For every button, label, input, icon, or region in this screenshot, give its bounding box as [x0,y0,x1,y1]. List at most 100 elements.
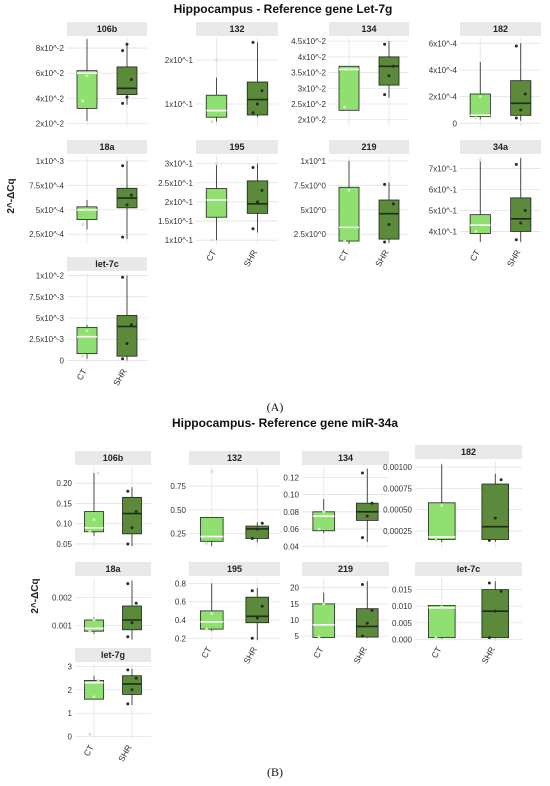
facet-title: 195 [229,142,244,152]
x-tick-label: SHR [111,367,129,388]
y-tick-label: 1.5x10^-1 [158,217,193,226]
data-point [322,510,326,514]
y-tick-label: 0.2 [175,634,187,643]
facet-title: 132 [227,453,242,463]
x-tick-label: CT [199,645,213,660]
facet-strip [329,140,409,154]
facet-b-195: 195 0.2 0.4 0.6 0.8 CT SHR [175,562,280,666]
y-tick-label: 0.05 [56,540,72,549]
data-point [383,93,387,97]
y-tick-label: 0.25 [170,530,186,539]
y-tick-label: 2.5x10^-1 [158,179,193,188]
facet-a-106b: 106b 2x10^-2 4x10^-2 6x10^-2 8x10^-2 [36,22,147,128]
y-tick-label: 2.5x10^-3 [29,335,64,344]
facet-strip [75,562,151,576]
box-body [338,65,360,111]
data-point [440,605,444,609]
data-point [96,678,100,682]
box-shr [122,487,142,546]
data-point [343,105,347,109]
box-shr [378,182,400,244]
box-body [378,56,400,86]
data-point [256,102,259,106]
facet-b-106b: 106b 0.05 0.10 0.15 0.20 [56,451,151,549]
data-point [250,536,254,540]
y-tick-label: 0.20 [56,479,72,488]
data-point [514,238,518,242]
box-shr [245,521,270,543]
facet-a-219: 219 2.5x10^0 5x10^0 7.5x10^0 1x10^1 CT SHR [294,140,409,269]
y-tick-label: 7x10^-1 [429,165,458,174]
data-point [365,514,369,518]
data-point [499,478,503,482]
data-point [360,471,364,475]
data-point [317,527,321,531]
data-point [121,275,125,279]
y-tick-label: 5x10^-4 [36,206,65,215]
y-tick-label: 15 [290,600,299,609]
y-tick-label: 1x10^-1 [165,236,194,245]
facet-strip [75,648,151,662]
y-tick-label: 10 [290,616,299,625]
y-tick-label: 3 [68,662,73,671]
facet-a-132: 132 1x10^-1 2x10^-1 [165,22,278,126]
box-body [469,93,491,118]
x-tick-label: CT [468,248,482,263]
data-point [383,240,387,244]
y-tick-label: 0.00075 [383,484,412,493]
data-point [260,604,264,608]
box-shr [116,275,138,361]
facet-title: let-7g [101,650,125,660]
box-ct [312,498,336,534]
box-body [510,80,532,116]
box-body [84,511,104,533]
x-tick-label: CT [336,248,350,263]
box-body [122,675,142,695]
y-tick-label: 0.15 [56,499,72,508]
panel-a-tag: (A) [267,400,284,414]
data-point [260,89,264,93]
y-tick-label: 5 [295,632,300,641]
data-point [134,601,138,605]
facet-b-let-7c: let-7c 0.000 0.005 0.010 0.015 CT SHR [392,562,522,666]
facet-strip [302,451,389,465]
box-body [116,315,138,357]
box-body [76,70,98,109]
y-tick-label: 6x10^-2 [36,69,65,78]
data-point [92,695,96,699]
facet-a-195: 195 1x10^-1 1.5x10^-1 2x10^-1 2.5x10^-1 3x10^… [158,140,278,269]
data-point [81,99,85,103]
facet-strip [329,22,409,36]
data-point [440,503,444,507]
data-point [499,589,503,593]
data-point [251,227,255,231]
box-shr [246,163,269,233]
panel-b-title: Hippocampus- Reference gene miR-34a [172,416,398,430]
facet-b-18a: 18a 0.001 0.002 [52,562,151,641]
y-tick-label: 0 [68,733,73,742]
facet-title: 195 [227,564,242,574]
facet-title: 134 [361,24,376,34]
data-point [88,530,92,534]
facet-a-134: 134 2x10^-2 2.5x10^-2 3x10^-2 3.5x10^-2 4x10^… [291,22,409,126]
y-tick-label: 0.12 [283,473,299,482]
box-shr [116,160,138,240]
box-ct [84,471,104,536]
box-body [427,502,456,540]
data-point [130,688,134,692]
data-point [250,589,254,593]
box-ct [84,675,104,736]
box-ct [199,583,224,631]
facet-strip [460,22,541,36]
data-point [130,621,134,625]
y-tick-label: 1 [68,709,73,718]
data-point [360,634,364,638]
data-point [126,668,130,672]
facet-title: let-7c [95,259,119,269]
box-body [205,94,228,118]
data-point [487,636,491,640]
box-shr [245,588,270,641]
y-tick-label: 4x10^-4 [429,66,458,75]
data-point [85,74,89,78]
